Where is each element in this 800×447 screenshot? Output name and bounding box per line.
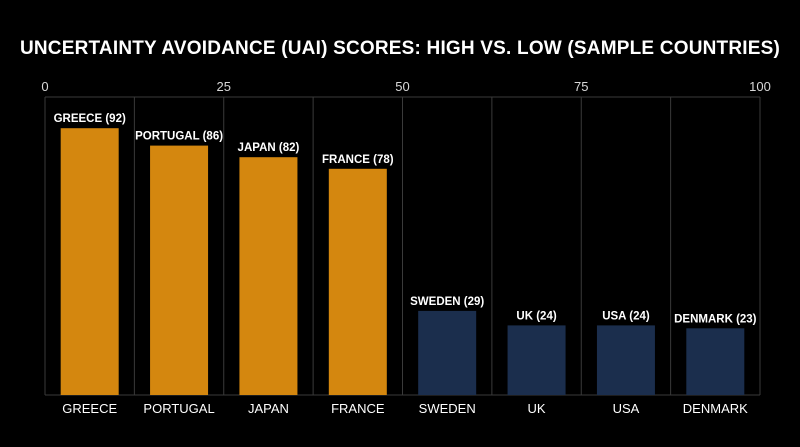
category-label: JAPAN xyxy=(248,401,289,416)
data-label: GREECE (92) xyxy=(54,113,126,125)
bar xyxy=(596,325,655,395)
data-label: FRANCE (78) xyxy=(322,154,394,166)
bar xyxy=(239,157,298,395)
data-label: JAPAN (82) xyxy=(238,142,300,154)
data-label: PORTUGAL (86) xyxy=(135,131,223,143)
category-labels: GREECE PORTUGAL JAPAN FRANCE SWEDEN UK USA DENM… xyxy=(62,401,748,416)
data-label: DENMARK (23) xyxy=(674,313,757,325)
category-label: DENMARK xyxy=(683,401,748,416)
data-label: UK (24) xyxy=(516,310,556,322)
bar xyxy=(60,128,119,395)
data-label: SWEDEN (29) xyxy=(410,296,484,308)
category-label: SWEDEN xyxy=(419,401,476,416)
bar xyxy=(418,310,477,395)
category-label: UK xyxy=(528,401,546,416)
chart-title: UNCERTAINTY AVOIDANCE (UAI) SCORES: HIGH… xyxy=(19,38,781,59)
axis-tick-label: 50 xyxy=(395,79,409,94)
category-label: FRANCE xyxy=(331,401,385,416)
axis-tick-label: 25 xyxy=(217,79,231,94)
data-labels: GREECE (92) PORTUGAL (86) JAPAN (82) FRANCE… xyxy=(54,113,757,325)
bar xyxy=(328,168,387,395)
axis-tick-label: 100 xyxy=(749,79,771,94)
axis-tick-label: 0 xyxy=(41,79,48,94)
bar xyxy=(150,145,209,395)
category-label: PORTUGAL xyxy=(143,401,214,416)
bar xyxy=(686,328,745,395)
bars xyxy=(60,128,745,395)
bar xyxy=(507,325,566,395)
category-label: GREECE xyxy=(62,401,117,416)
axis-tick-label: 75 xyxy=(574,79,588,94)
axis-ticks: 0 25 50 75 100 xyxy=(41,79,770,94)
category-label: USA xyxy=(613,401,640,416)
data-label: USA (24) xyxy=(602,310,650,322)
